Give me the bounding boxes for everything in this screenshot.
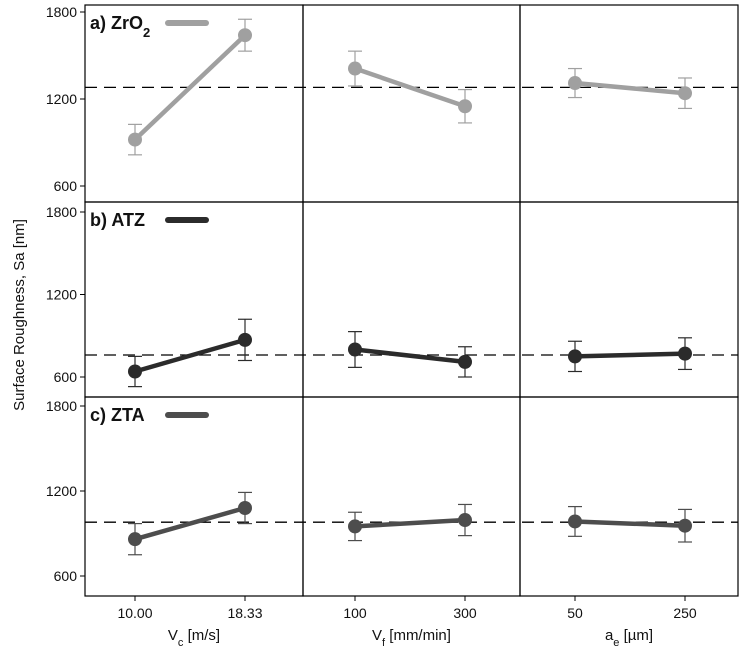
x-tick-label: 300: [453, 605, 477, 621]
x-axis-title: Vf [mm/min]: [372, 627, 451, 648]
effect-line: [574, 80, 686, 96]
row-label: a) ZrO2: [90, 13, 150, 40]
panel-frame: [84, 201, 304, 398]
data-point: [678, 518, 692, 533]
x-tick-label: 100: [343, 605, 367, 621]
x-axis-title: ae [µm]: [605, 627, 653, 648]
row-label: b) ATZ: [90, 210, 145, 230]
panel-frame: [84, 396, 304, 597]
data-point: [678, 346, 692, 361]
effect-line: [134, 337, 246, 374]
y-tick-label: 600: [54, 178, 78, 194]
y-tick-label: 1800: [46, 398, 77, 414]
data-point: [128, 364, 142, 379]
panel-frame: [519, 4, 739, 203]
data-point: [238, 332, 252, 347]
data-point: [348, 342, 362, 357]
panel-frame: [302, 201, 521, 398]
panel-frame: [302, 4, 521, 203]
x-tick-label: 250: [673, 605, 697, 621]
panel-frame: [84, 4, 304, 203]
effect-line: [134, 505, 246, 542]
effect-line: [354, 347, 466, 365]
data-point: [128, 532, 142, 547]
data-point: [458, 513, 472, 528]
data-point: [128, 132, 142, 147]
row-label: c) ZTA: [90, 405, 145, 425]
x-tick-label: 50: [567, 605, 583, 621]
y-axis-title: Surface Roughness, Sa [nm]: [11, 219, 28, 411]
effect-line: [354, 517, 466, 529]
y-tick-label: 1800: [46, 4, 77, 20]
chart-panels: 600 1200 1800 600 1200 1800 600 1200 1800 10.00 18…: [46, 4, 739, 648]
data-point: [348, 61, 362, 76]
effect-line: [133, 33, 247, 142]
effect-line: [354, 66, 466, 109]
y-tick-label: 1200: [46, 91, 77, 107]
data-point: [238, 501, 252, 515]
x-tick-label: 10.00: [117, 605, 152, 621]
panel-frame: [519, 201, 739, 398]
effect-line: [574, 519, 686, 528]
data-point: [458, 354, 472, 369]
panel-frame: [302, 396, 521, 597]
y-tick-label: 1200: [46, 287, 77, 303]
data-point: [678, 86, 692, 101]
y-tick-label: 600: [54, 369, 78, 385]
data-point: [458, 99, 472, 114]
data-point: [348, 519, 362, 534]
x-axis-title: Vc [m/s]: [168, 627, 220, 648]
y-tick-label: 1200: [46, 483, 77, 499]
y-tick-label: 600: [54, 568, 78, 584]
data-point: [568, 514, 582, 529]
y-tick-label: 1800: [46, 204, 77, 220]
x-tick-label: 18.33: [227, 605, 262, 621]
data-point: [568, 76, 582, 91]
panel-frame: [519, 396, 739, 597]
data-point: [568, 349, 582, 364]
data-point: [238, 28, 252, 43]
effect-line: [574, 351, 686, 359]
